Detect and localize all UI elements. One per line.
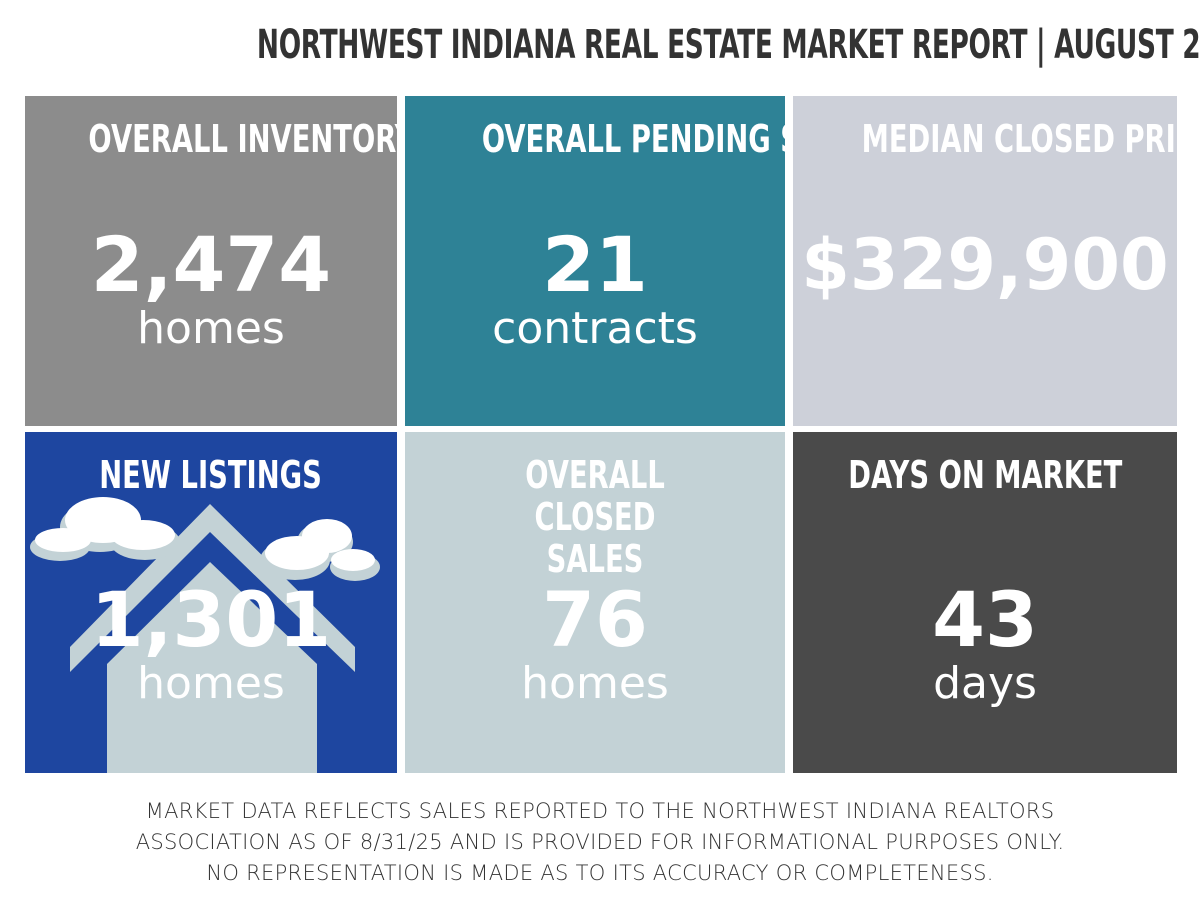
- card-title: OVERALL INVENTORY: [88, 117, 397, 161]
- card-unit: homes: [521, 658, 669, 709]
- card-value: 2,474: [90, 220, 332, 309]
- card-value: 76: [542, 575, 648, 664]
- card: OVERALL PENDING SALES 21 contracts: [405, 96, 785, 426]
- card-title: MEDIAN CLOSED PRICE: [861, 117, 1177, 161]
- card-unit: homes: [137, 658, 285, 709]
- card-value: 21: [542, 220, 648, 309]
- card-value: 43: [932, 575, 1038, 664]
- footer-line: ASSOCIATION AS OF 8/31/25 AND IS PROVIDE…: [135, 830, 1065, 854]
- card-unit: days: [933, 658, 1037, 709]
- card: OVERALL INVENTORY 2,474 homes: [25, 96, 397, 426]
- card: MEDIAN CLOSED PRICE $329,900: [793, 96, 1177, 426]
- footer: MARKET DATA REFLECTS SALES REPORTED TO T…: [0, 796, 1200, 889]
- footer-line: MARKET DATA REFLECTS SALES REPORTED TO T…: [145, 799, 1055, 823]
- card-title: DAYS ON MARKET: [847, 453, 1123, 497]
- footer-line: NO REPRESENTATION IS MADE AS TO ITS ACCU…: [206, 861, 994, 885]
- card-unit: homes: [137, 303, 285, 354]
- title: NORTHWEST INDIANA REAL ESTATE MARKET REP…: [256, 22, 1200, 68]
- card-title: OVERALL PENDING SALES: [481, 117, 785, 161]
- card: NEW LISTINGS 1,301 homes: [25, 432, 397, 773]
- card-title: NEW LISTINGS: [99, 453, 323, 497]
- house-illustration: [30, 497, 380, 773]
- card-unit: contracts: [492, 303, 698, 354]
- card-value: $329,900: [801, 224, 1169, 306]
- card-value: 1,301: [90, 575, 332, 664]
- header: NORTHWEST INDIANA REAL ESTATE MARKET REP…: [0, 22, 1200, 68]
- card: DAYS ON MARKET 43 days: [793, 432, 1177, 773]
- card: OVERALL CLOSED SALES 76 homes: [405, 432, 785, 773]
- card-title: OVERALL CLOSED SALES: [525, 453, 665, 581]
